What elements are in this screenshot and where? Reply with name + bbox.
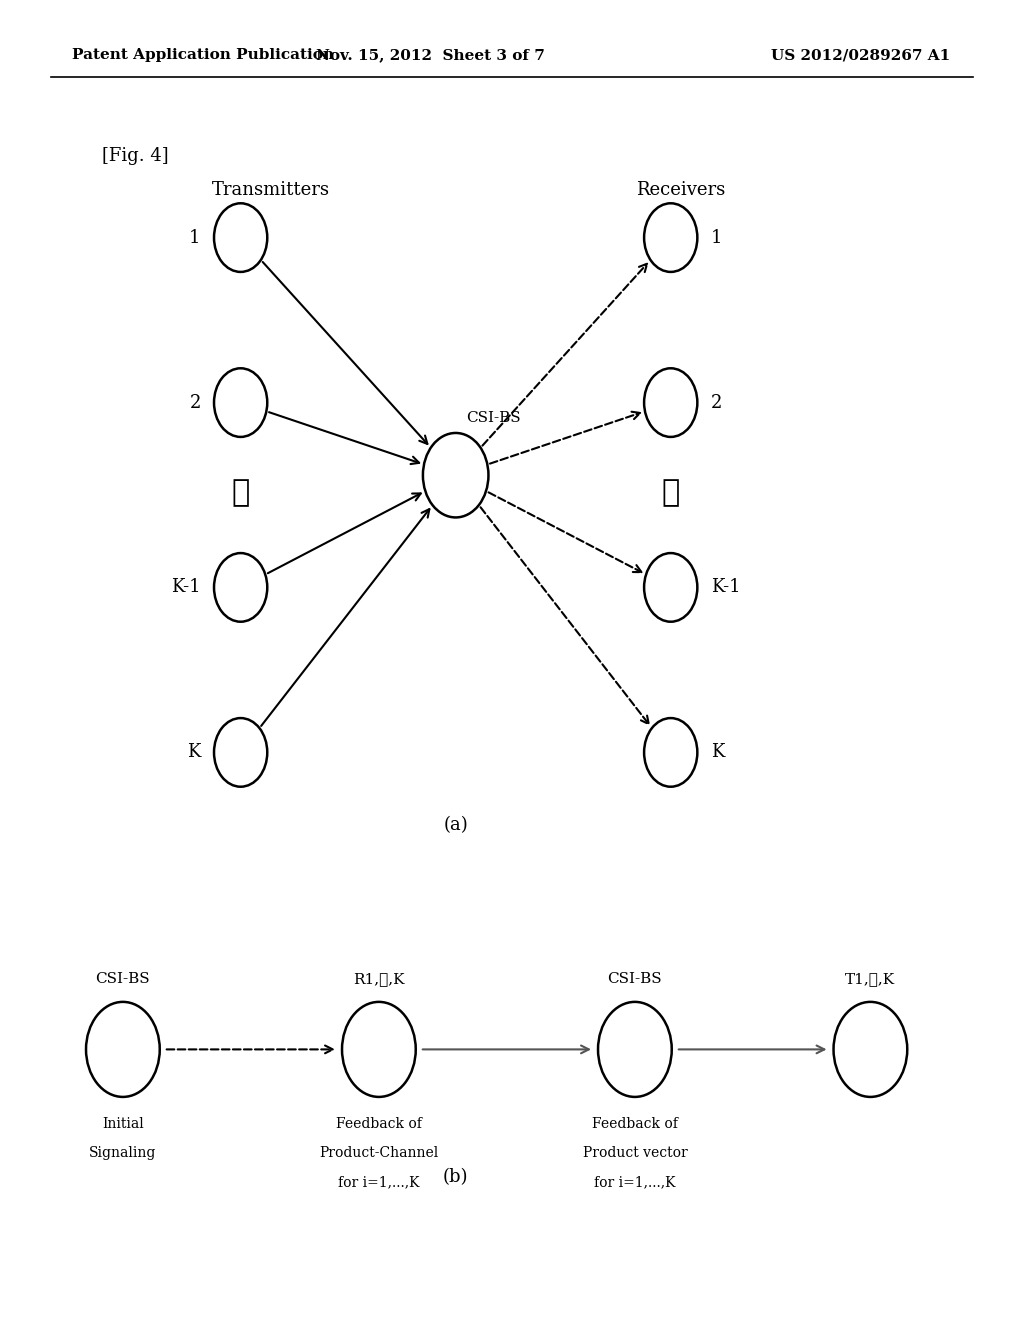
Text: K-1: K-1 (711, 578, 740, 597)
Text: Nov. 15, 2012  Sheet 3 of 7: Nov. 15, 2012 Sheet 3 of 7 (315, 49, 545, 62)
Text: for i=1,...,K: for i=1,...,K (594, 1175, 676, 1189)
Text: Transmitters: Transmitters (212, 181, 331, 199)
Text: Receivers: Receivers (636, 181, 726, 199)
Text: (b): (b) (443, 1168, 468, 1187)
Text: ⋮: ⋮ (662, 477, 680, 508)
Text: US 2012/0289267 A1: US 2012/0289267 A1 (770, 49, 950, 62)
Text: 1: 1 (711, 228, 722, 247)
Text: K-1: K-1 (171, 578, 201, 597)
Text: [Fig. 4]: [Fig. 4] (102, 147, 169, 165)
Text: Product vector: Product vector (583, 1146, 687, 1160)
Text: (a): (a) (443, 816, 468, 834)
Text: ⋮: ⋮ (231, 477, 250, 508)
Text: CSI-BS: CSI-BS (95, 972, 151, 986)
Text: for i=1,...,K: for i=1,...,K (338, 1175, 420, 1189)
Text: R1,⋯,K: R1,⋯,K (353, 972, 404, 986)
Text: 2: 2 (189, 393, 201, 412)
Text: Feedback of: Feedback of (592, 1117, 678, 1131)
Text: Feedback of: Feedback of (336, 1117, 422, 1131)
Text: K: K (187, 743, 201, 762)
Text: CSI-BS: CSI-BS (466, 411, 520, 425)
Text: Patent Application Publication: Patent Application Publication (72, 49, 334, 62)
Text: Signaling: Signaling (89, 1146, 157, 1160)
Text: Product-Channel: Product-Channel (319, 1146, 438, 1160)
Text: T1,⋯,K: T1,⋯,K (846, 972, 895, 986)
Text: Initial: Initial (102, 1117, 143, 1131)
Text: K: K (711, 743, 724, 762)
Text: 2: 2 (711, 393, 722, 412)
Text: 1: 1 (189, 228, 201, 247)
Text: CSI-BS: CSI-BS (607, 972, 663, 986)
